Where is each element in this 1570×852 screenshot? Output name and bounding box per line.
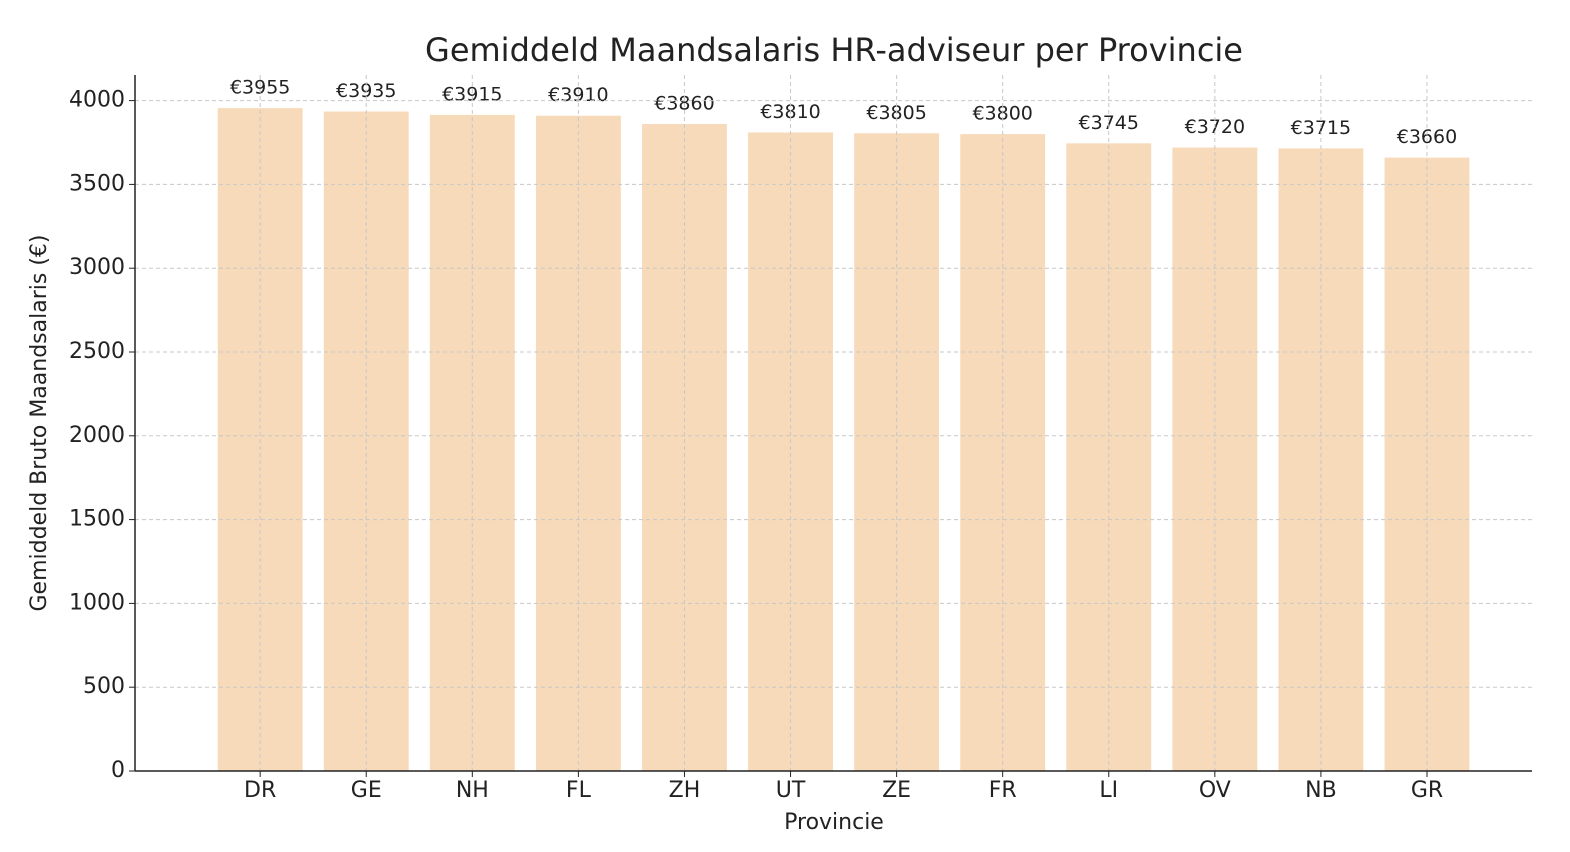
value-label: €3955 (230, 77, 290, 99)
x-tick-label: FR (989, 778, 1017, 803)
y-tick-label: 4000 (69, 88, 125, 113)
x-tick-label: LI (1099, 778, 1118, 803)
y-tick-label: 1500 (69, 507, 125, 532)
x-tick-label: ZH (669, 778, 701, 803)
x-tick-label: DR (244, 778, 276, 803)
x-tick-label: GR (1411, 778, 1443, 803)
y-tick-label: 3500 (69, 171, 125, 196)
x-tick-label: UT (776, 778, 806, 803)
x-tick-label: NB (1305, 778, 1337, 803)
bar (854, 133, 940, 771)
x-tick-label: OV (1199, 778, 1231, 803)
y-tick-label: 3000 (69, 255, 125, 280)
y-tick-label: 0 (111, 758, 125, 783)
x-tick-label: NH (456, 778, 489, 803)
y-tick-label: 500 (83, 674, 125, 699)
y-tick-label: 1000 (69, 590, 125, 615)
bar (748, 132, 833, 771)
value-label: €3660 (1397, 126, 1457, 148)
y-axis-label: Gemiddeld Bruto Maandsalaris (€) (27, 235, 52, 612)
x-axis-label: Provincie (784, 810, 884, 835)
x-tick-label: ZE (882, 778, 911, 803)
y-tick-label: 2500 (69, 339, 125, 364)
value-label: €3745 (1079, 112, 1139, 134)
x-tick-label: FL (566, 778, 592, 803)
y-tick-label: 2000 (69, 423, 125, 448)
x-tick-label: GE (351, 778, 382, 803)
value-label: €3910 (548, 84, 608, 106)
value-label: €3915 (442, 83, 502, 105)
chart-title: Gemiddeld Maandsalaris HR-adviseur per P… (425, 31, 1243, 69)
